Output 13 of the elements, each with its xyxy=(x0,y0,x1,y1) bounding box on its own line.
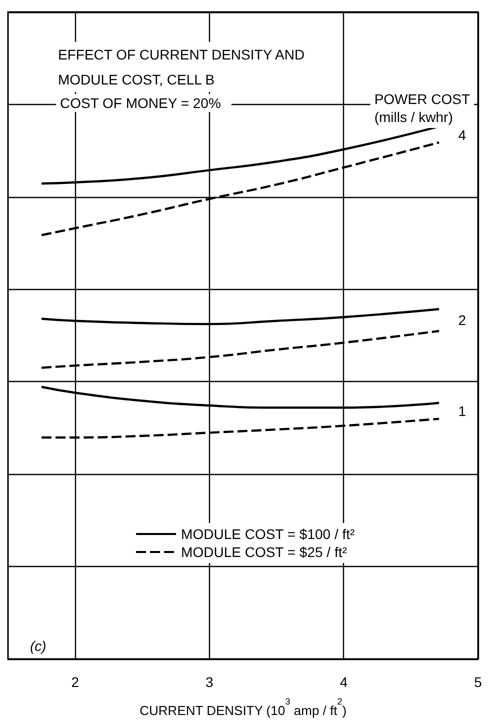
chart-title: EFFECT OF CURRENT DENSITY AND MODULE COST, CELL B xyxy=(58,46,305,88)
x-tick-label: 3 xyxy=(206,674,214,690)
x-tick-label: 5 xyxy=(474,674,482,690)
legend-label: MODULE COST = $25 / ft² xyxy=(181,544,348,560)
annotation: 2 xyxy=(458,312,466,328)
annotation: 1 xyxy=(458,403,466,419)
x-tick-label: 4 xyxy=(340,674,348,690)
x-tick-label: 2 xyxy=(71,674,80,690)
legend-label: MODULE COST = $100 / ft² xyxy=(181,526,356,542)
annotation: 4 xyxy=(458,127,466,143)
legend-title: POWER COST (mills / kwhr) xyxy=(374,91,470,125)
chart-subtitle: COST OF MONEY = 20% xyxy=(60,95,221,111)
annotation: (c) xyxy=(30,638,46,654)
